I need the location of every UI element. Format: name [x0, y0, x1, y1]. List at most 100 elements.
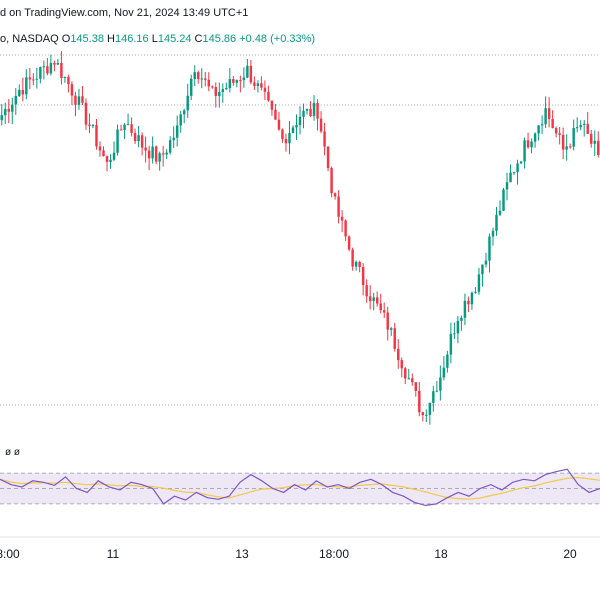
- candle-body: [221, 89, 225, 93]
- candle-body: [270, 100, 274, 110]
- candle-body: [112, 152, 116, 160]
- candle-body: [35, 78, 39, 80]
- candle-body: [256, 83, 260, 87]
- candle: [537, 125, 540, 141]
- candle-body: [28, 77, 32, 80]
- candle-body: [263, 87, 267, 92]
- candle-body: [491, 230, 495, 237]
- candle-body: [11, 104, 14, 112]
- candle: [260, 76, 263, 91]
- candle: [586, 112, 589, 134]
- candle-body: [130, 124, 133, 133]
- candle-body: [470, 292, 474, 305]
- candle: [288, 121, 291, 155]
- candle-body: [411, 378, 414, 383]
- candle: [344, 219, 347, 241]
- open-label: O: [61, 33, 71, 45]
- x-tick-label: 20: [563, 547, 577, 561]
- rsi-band: [0, 473, 600, 504]
- candle: [439, 365, 442, 401]
- candle-body: [305, 108, 309, 111]
- candle-body: [53, 63, 56, 65]
- candle: [411, 373, 414, 386]
- candle: [91, 123, 95, 129]
- candle: [393, 322, 396, 352]
- candle: [151, 136, 154, 164]
- candle: [404, 367, 407, 385]
- candle: [232, 75, 235, 86]
- candle: [505, 172, 509, 201]
- candle: [502, 187, 505, 211]
- candle: [519, 161, 523, 164]
- candle: [221, 83, 225, 103]
- candle-body: [361, 267, 365, 286]
- candle-body: [540, 124, 544, 126]
- candle-body: [14, 95, 18, 105]
- candle-body: [551, 119, 554, 129]
- candle-body: [558, 133, 561, 135]
- candle: [119, 124, 123, 131]
- candle-body: [446, 354, 449, 368]
- candle: [453, 322, 456, 340]
- candle: [575, 117, 579, 133]
- rsi-line: [0, 468, 600, 507]
- candle-body: [519, 161, 523, 164]
- candle: [95, 118, 98, 150]
- candle-body: [358, 261, 361, 268]
- candle-body: [158, 153, 161, 162]
- candle: [214, 82, 218, 108]
- candle: [179, 110, 182, 133]
- candle: [463, 293, 467, 326]
- candle-body: [7, 108, 10, 112]
- candle: [526, 132, 530, 149]
- candle-body: [523, 140, 526, 162]
- candle-body: [46, 66, 49, 74]
- candle-body: [260, 83, 263, 88]
- candle-body: [144, 147, 147, 151]
- candle: [509, 164, 512, 183]
- candle-body: [509, 172, 512, 183]
- candle: [397, 339, 400, 369]
- low-value: 145.24: [157, 33, 192, 45]
- candle: [491, 227, 495, 246]
- candle-body: [161, 153, 165, 155]
- candle-body: [425, 414, 428, 416]
- low-label: L: [151, 33, 158, 45]
- candle-body: [70, 84, 74, 96]
- candle-body: [537, 125, 540, 134]
- candle: [446, 350, 449, 373]
- candle-body: [505, 182, 509, 190]
- candle-body: [232, 79, 235, 83]
- candle: [46, 58, 49, 76]
- candle-body: [302, 110, 305, 117]
- candle-body: [197, 72, 200, 79]
- candle-body: [319, 118, 323, 132]
- candle: [74, 91, 77, 117]
- candle-body: [67, 76, 70, 85]
- candle-body: [533, 133, 537, 142]
- candle: [28, 67, 32, 90]
- chart-attribution: d on TradingView.com, Nov 21, 2024 13:49…: [0, 7, 249, 19]
- candle-body: [484, 260, 488, 265]
- candle-body: [481, 264, 484, 275]
- candle-body: [397, 348, 400, 361]
- candle-body: [32, 79, 35, 81]
- candle-body: [516, 163, 519, 173]
- candle-body: [249, 65, 253, 83]
- candle-body: [0, 115, 3, 121]
- candle: [498, 200, 502, 216]
- candle-body: [586, 123, 589, 134]
- rsi-panel: [0, 468, 600, 507]
- candle: [0, 104, 3, 126]
- candle-body: [404, 368, 407, 379]
- candle: [84, 98, 88, 130]
- candle: [67, 74, 70, 93]
- candle-body: [582, 123, 586, 126]
- candle: [442, 356, 446, 381]
- candle-body: [439, 377, 442, 391]
- candle-body: [502, 189, 505, 211]
- candle: [39, 66, 42, 84]
- candle-body: [390, 328, 393, 330]
- candle: [533, 132, 537, 148]
